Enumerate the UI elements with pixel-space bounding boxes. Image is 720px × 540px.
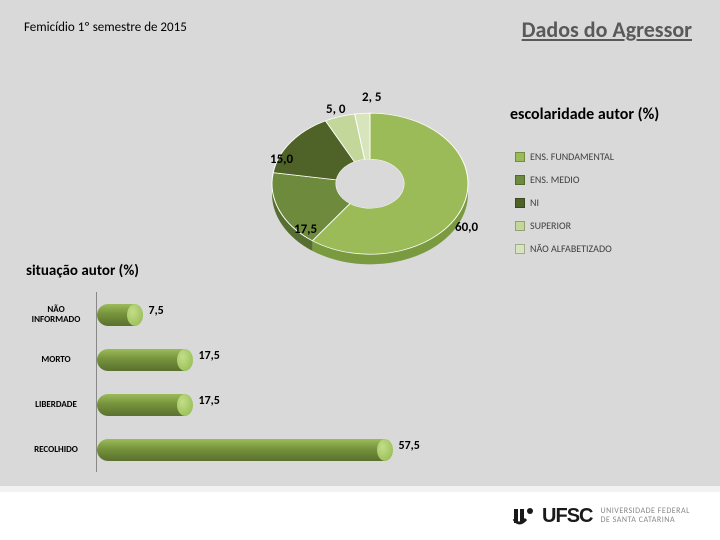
bar-track: 17,5 <box>96 337 420 382</box>
bar-chart-title: situação autor (%) <box>26 262 139 280</box>
bar-row: RECOLHIDO57,5 <box>20 427 420 472</box>
bar-row: LIBERDADE17,5 <box>20 382 420 427</box>
pie-slice-label: 17,5 <box>294 222 317 237</box>
footer: UFSC UNIVERSIDADE FEDERAL DE SANTA CATAR… <box>0 492 720 540</box>
header-subtitle: Femicídio 1º semestre de 2015 <box>24 20 187 35</box>
legend-swatch <box>515 198 525 208</box>
bar-cylinder: 17,5 <box>97 394 185 416</box>
pie-chart-title: escolaridade autor (%) <box>510 105 659 124</box>
pie-slice-label: 15,0 <box>270 152 293 167</box>
legend-swatch <box>515 152 525 162</box>
pie-slice-label: 60,0 <box>455 220 478 235</box>
legend-swatch <box>515 175 525 185</box>
bar-cylinder: 17,5 <box>97 349 185 371</box>
bar-row: NÃOINFORMADO7,5 <box>20 292 420 337</box>
bar-category-label: NÃOINFORMADO <box>20 305 96 325</box>
bar-track: 7,5 <box>96 292 420 337</box>
ufsc-icon <box>512 505 534 527</box>
legend-label: SUPERIOR <box>530 219 571 232</box>
legend-label: ENS. MEDIO <box>530 173 579 186</box>
bar-cap <box>177 349 193 371</box>
legend-label: NÃO ALFABETIZADO <box>530 242 612 255</box>
bar-value-label: 57,5 <box>399 439 420 453</box>
ufsc-line2: DE SANTA CATARINA <box>600 516 690 525</box>
ufsc-mark: UFSC <box>542 505 592 528</box>
legend-swatch <box>515 244 525 254</box>
page-title: Dados do Agressor <box>522 16 692 43</box>
legend-item: NI <box>515 196 614 209</box>
bar-category-label: MORTO <box>20 355 96 365</box>
legend-item: NÃO ALFABETIZADO <box>515 242 614 255</box>
bar-category-label: RECOLHIDO <box>20 445 96 455</box>
bar-track: 17,5 <box>96 382 420 427</box>
bar-value-label: 17,5 <box>199 349 220 363</box>
bar-value-label: 7,5 <box>149 304 164 318</box>
pie-slice-label: 5, 0 <box>326 102 345 117</box>
legend-swatch <box>515 221 525 231</box>
pie-legend: ENS. FUNDAMENTAL ENS. MEDIO NI SUPERIOR NÃO … <box>515 150 614 265</box>
legend-item: SUPERIOR <box>515 219 614 232</box>
bar-track: 57,5 <box>96 427 420 472</box>
bar-cap <box>177 394 193 416</box>
ufsc-logo: UFSC UNIVERSIDADE FEDERAL DE SANTA CATAR… <box>512 505 690 528</box>
bar-row: MORTO17,5 <box>20 337 420 382</box>
ufsc-text: UNIVERSIDADE FEDERAL DE SANTA CATARINA <box>600 507 690 525</box>
bar-category-label: LIBERDADE <box>20 400 96 410</box>
legend-item: ENS. MEDIO <box>515 173 614 186</box>
pie-slice-label: 2, 5 <box>362 90 381 105</box>
bar-cylinder: 7,5 <box>97 304 135 326</box>
legend-item: ENS. FUNDAMENTAL <box>515 150 614 163</box>
legend-label: ENS. FUNDAMENTAL <box>530 150 614 163</box>
bar-value-label: 17,5 <box>199 394 220 408</box>
bar-cylinder: 57,5 <box>97 439 385 461</box>
bar-cap <box>377 439 393 461</box>
bar-cap <box>127 304 143 326</box>
legend-label: NI <box>530 196 539 209</box>
pie-chart <box>260 90 480 310</box>
bar-chart: NÃOINFORMADO7,5MORTO17,5LIBERDADE17,5REC… <box>20 292 420 472</box>
